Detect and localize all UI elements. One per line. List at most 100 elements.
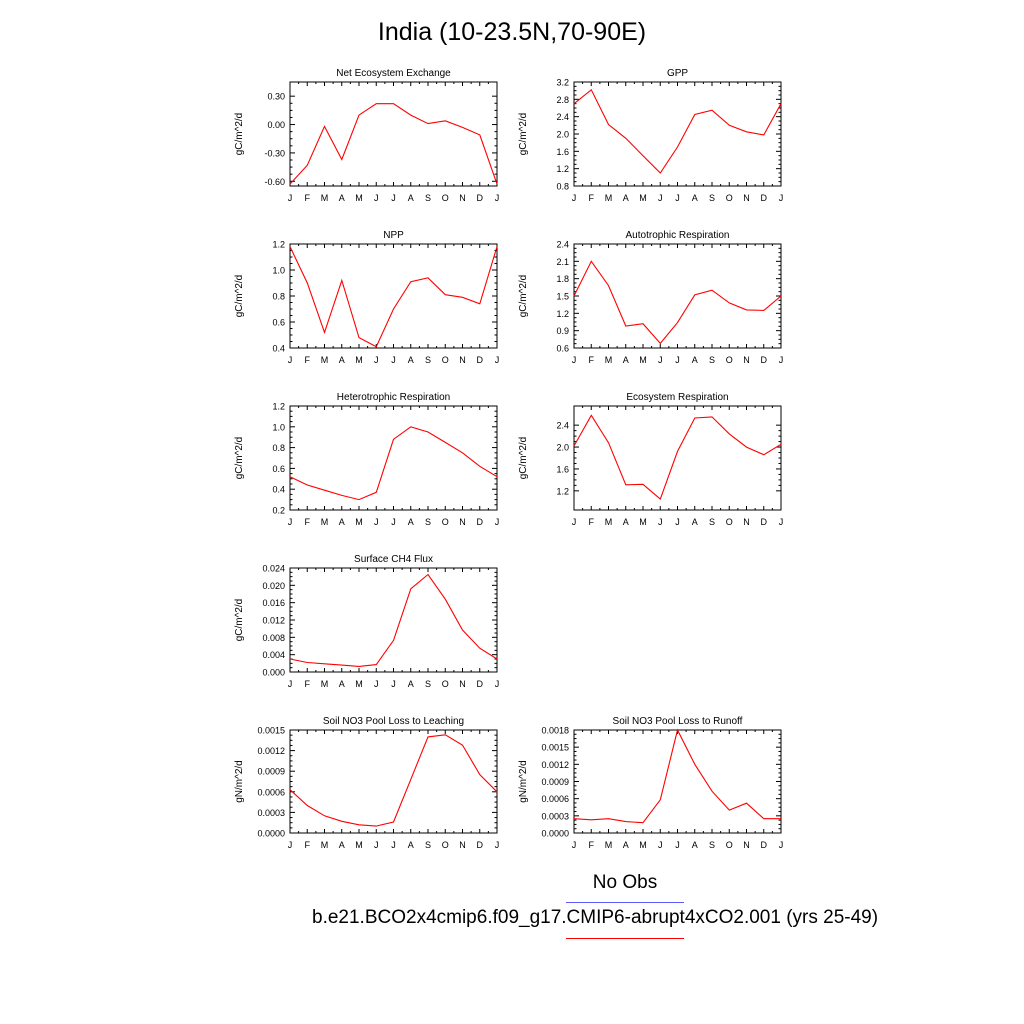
- x-tick-label: J: [658, 193, 663, 203]
- x-tick-label: M: [639, 355, 647, 365]
- x-tick-label: J: [374, 517, 379, 527]
- x-tick-label: N: [459, 193, 466, 203]
- series-line: [573, 728, 781, 824]
- x-tick-label: M: [605, 517, 613, 527]
- x-tick-label: J: [391, 840, 396, 850]
- panel-title: Heterotrophic Respiration: [337, 392, 450, 403]
- x-tick-label: J: [391, 517, 396, 527]
- x-tick-label: J: [288, 355, 293, 365]
- x-tick-label: A: [408, 517, 414, 527]
- y-tick-label: 0.0009: [541, 777, 569, 787]
- x-tick-label: O: [442, 193, 449, 203]
- figure-title: India (10-23.5N,70-90E): [377, 18, 647, 46]
- plot-frame: [573, 243, 782, 349]
- x-tick-label: J: [572, 517, 577, 527]
- x-tick-label: N: [459, 355, 466, 365]
- x-tick-label: J: [779, 840, 784, 850]
- panel-title: Surface CH4 Flux: [354, 554, 433, 565]
- x-tick-label: S: [425, 840, 431, 850]
- legend-line-model: [566, 938, 684, 939]
- y-tick-label: 0.8: [556, 182, 569, 192]
- x-tick-label: M: [355, 355, 363, 365]
- x-tick-label: J: [374, 679, 379, 689]
- y-tick-label: 2.4: [556, 240, 569, 250]
- y-tick-label: 0.6: [272, 464, 285, 474]
- x-tick-label: A: [339, 679, 345, 689]
- x-tick-label: M: [639, 840, 647, 850]
- y-axis-label: gC/m^2/d: [518, 437, 529, 480]
- x-tick-label: D: [761, 193, 768, 203]
- y-tick-label: 0.004: [262, 650, 285, 660]
- x-tick-label: N: [459, 840, 466, 850]
- y-tick-label: 0.016: [262, 598, 285, 608]
- x-tick-label: D: [761, 355, 768, 365]
- x-tick-label: N: [743, 840, 750, 850]
- x-tick-label: F: [589, 840, 595, 850]
- x-tick-label: D: [477, 840, 484, 850]
- y-tick-label: 0.0009: [257, 767, 285, 777]
- y-tick-label: -0.60: [264, 177, 285, 187]
- x-tick-label: A: [623, 355, 629, 365]
- x-tick-label: J: [288, 840, 293, 850]
- x-tick-label: M: [321, 517, 329, 527]
- legend-label-no-obs: No Obs: [592, 872, 658, 893]
- x-tick-label: J: [288, 517, 293, 527]
- x-tick-label: S: [425, 193, 431, 203]
- x-tick-label: J: [374, 355, 379, 365]
- y-tick-label: 0.4: [272, 485, 285, 495]
- x-tick-label: A: [692, 840, 698, 850]
- x-tick-label: N: [743, 193, 750, 203]
- x-tick-label: J: [675, 840, 680, 850]
- y-axis-label: gC/m^2/d: [234, 113, 245, 156]
- x-tick-label: A: [339, 355, 345, 365]
- x-tick-label: A: [408, 840, 414, 850]
- x-tick-label: J: [675, 355, 680, 365]
- y-tick-label: 1.5: [556, 292, 569, 302]
- x-tick-label: J: [495, 679, 500, 689]
- x-tick-label: J: [779, 517, 784, 527]
- x-tick-label: J: [391, 193, 396, 203]
- x-tick-label: J: [391, 355, 396, 365]
- y-axis-label: gN/m^2/d: [518, 760, 529, 803]
- y-tick-label: 0.0000: [257, 829, 285, 839]
- panel-title: Ecosystem Respiration: [626, 392, 728, 403]
- x-tick-label: O: [726, 355, 733, 365]
- x-tick-label: A: [692, 193, 698, 203]
- series-line: [289, 426, 498, 501]
- x-tick-label: F: [589, 517, 595, 527]
- x-tick-label: S: [709, 193, 715, 203]
- x-tick-label: F: [589, 355, 595, 365]
- x-tick-label: O: [726, 517, 733, 527]
- legend-line-no-obs: [566, 902, 684, 903]
- y-tick-label: 0.4: [272, 344, 285, 354]
- x-tick-label: O: [442, 517, 449, 527]
- x-tick-label: J: [495, 355, 500, 365]
- y-tick-label: 1.2: [556, 309, 569, 319]
- y-tick-label: 0.00: [267, 120, 285, 130]
- y-tick-label: 0.0012: [257, 746, 285, 756]
- x-tick-label: J: [658, 517, 663, 527]
- x-tick-label: M: [639, 193, 647, 203]
- x-tick-label: F: [305, 193, 311, 203]
- x-tick-label: M: [321, 840, 329, 850]
- panel-title: NPP: [383, 230, 404, 241]
- y-axis-label: gC/m^2/d: [234, 275, 245, 318]
- x-tick-label: M: [605, 355, 613, 365]
- panel-8: Soil NO3 Pool Loss to Leaching gN/m^2/d J F…: [234, 716, 499, 850]
- x-tick-label: A: [339, 840, 345, 850]
- series-line: [289, 103, 498, 185]
- y-tick-label: 1.8: [556, 274, 569, 284]
- x-tick-label: J: [495, 193, 500, 203]
- y-tick-label: 0.0003: [541, 811, 569, 821]
- x-tick-label: D: [761, 840, 768, 850]
- panel-title: Autotrophic Respiration: [626, 230, 730, 241]
- y-tick-label: 0.0000: [541, 829, 569, 839]
- x-tick-label: O: [726, 193, 733, 203]
- x-tick-label: A: [339, 193, 345, 203]
- x-tick-label: M: [321, 679, 329, 689]
